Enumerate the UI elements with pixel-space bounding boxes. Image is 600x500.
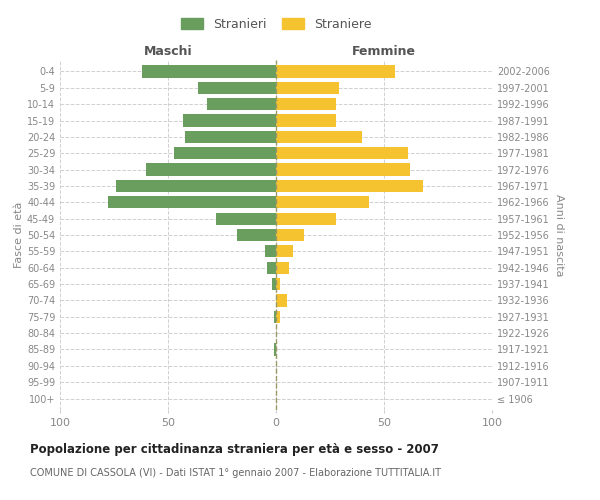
Text: Maschi: Maschi [143,46,193,59]
Bar [276,229,304,241]
Bar [142,66,276,78]
Legend: Stranieri, Straniere: Stranieri, Straniere [177,14,375,34]
Bar [107,196,276,208]
Bar [276,164,410,175]
Text: Popolazione per cittadinanza straniera per età e sesso - 2007: Popolazione per cittadinanza straniera p… [30,442,439,456]
Bar [276,114,337,126]
Bar [276,196,369,208]
Bar [274,344,276,355]
Bar [215,212,276,225]
Bar [276,147,408,160]
Bar [276,245,293,258]
Bar [265,245,276,258]
Bar [272,278,276,290]
Bar [276,98,337,110]
Text: COMUNE DI CASSOLA (VI) - Dati ISTAT 1° gennaio 2007 - Elaborazione TUTTITALIA.IT: COMUNE DI CASSOLA (VI) - Dati ISTAT 1° g… [30,468,441,477]
Bar [276,180,423,192]
Bar [183,114,276,126]
Y-axis label: Fasce di età: Fasce di età [14,202,24,268]
Bar [276,82,338,94]
Bar [116,180,276,192]
Bar [207,98,276,110]
Bar [237,229,276,241]
Bar [198,82,276,94]
Bar [146,164,276,175]
Bar [268,262,276,274]
Bar [276,262,289,274]
Bar [276,310,280,323]
Bar [175,147,276,160]
Bar [276,66,395,78]
Y-axis label: Anni di nascita: Anni di nascita [554,194,563,276]
Bar [276,278,280,290]
Bar [274,310,276,323]
Bar [276,130,362,143]
Bar [276,294,287,306]
Text: Femmine: Femmine [352,46,416,59]
Bar [276,212,337,225]
Bar [185,130,276,143]
